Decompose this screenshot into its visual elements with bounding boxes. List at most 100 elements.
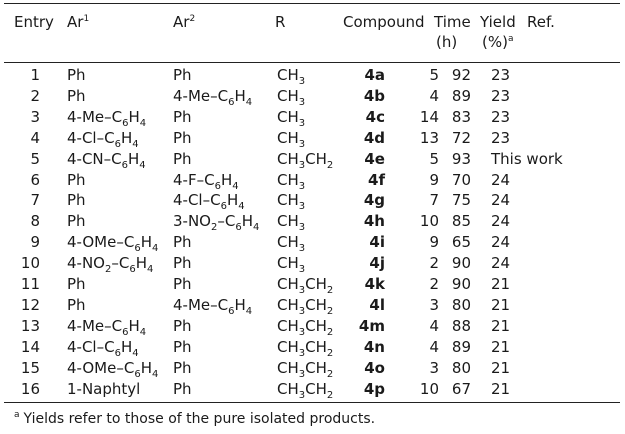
- compound-cell: 4p: [363, 379, 385, 398]
- time-cell: 10: [419, 379, 439, 398]
- ref-cell: This work: [491, 149, 563, 168]
- ar1-cell: 4-OMe–C6H4: [67, 358, 159, 380]
- r-cell: CH3: [277, 86, 306, 108]
- ref-cell: 24: [491, 212, 511, 231]
- ar1-cell: 4-Cl–C6H4: [67, 337, 139, 359]
- table-row: 15 4-OMe–C6H4 Ph CH3CH2 4o 3 80 21: [0, 358, 563, 380]
- yield-cell: 90: [451, 275, 471, 294]
- ar2-cell: Ph: [173, 316, 192, 335]
- time-cell: 4: [429, 86, 439, 105]
- ar2-cell: Ph: [173, 128, 192, 147]
- ar2-cell: 3-NO2–C6H4: [173, 212, 260, 234]
- time-cell: 9: [429, 170, 439, 189]
- ref-cell: 23: [491, 128, 511, 147]
- time-cell: 13: [419, 128, 439, 147]
- ar1-cell: 4-NO2–C6H4: [67, 254, 154, 276]
- table-row: 9 4-OMe–C6H4 Ph CH3 4i 9 65 24: [0, 232, 563, 255]
- ar2-cell: 4-Me–C6H4: [173, 86, 253, 108]
- ar2-cell: Ph: [173, 379, 192, 398]
- compound-cell: 4g: [363, 191, 385, 210]
- compound-cell: 4c: [365, 107, 385, 126]
- compound-cell: 4h: [363, 212, 385, 231]
- table-row: 16 1-Naphtyl Ph CH3CH2 4p 10 67 21: [0, 379, 563, 401]
- table-row: 12 Ph 4-Me–C6H4 CH3CH2 4l 3 80 21: [0, 295, 563, 317]
- entry-cell: 15: [20, 358, 40, 377]
- header-time: Time (h): [434, 13, 471, 51]
- header-r: R: [275, 13, 286, 31]
- table-bottom-rule: [4, 402, 620, 403]
- time-cell: 3: [429, 358, 439, 377]
- r-cell: CH3: [277, 170, 306, 192]
- time-cell: 3: [429, 295, 439, 314]
- compound-cell: 4f: [368, 170, 385, 189]
- ar1-cell: 4-Me–C6H4: [67, 107, 147, 129]
- time-cell: 4: [429, 316, 439, 335]
- table-row: 13 4-Me–C6H4 Ph CH3CH2 4m 4 88 21: [0, 316, 563, 338]
- entry-cell: 13: [20, 316, 40, 335]
- ar2-cell: Ph: [173, 254, 192, 273]
- yield-cell: 83: [451, 107, 471, 126]
- ar1-cell: 1-Naphtyl: [67, 379, 141, 398]
- table-row: 8 Ph 3-NO2–C6H4 CH3 4h 10 85 24: [0, 211, 563, 234]
- yield-cell: 70: [451, 170, 471, 189]
- ar2-cell: 4-Me–C6H4: [173, 295, 253, 317]
- entry-cell: 11: [20, 275, 40, 294]
- compound-cell: 4b: [363, 86, 385, 105]
- compound-cell: 4n: [363, 337, 385, 356]
- r-cell: CH3CH2: [277, 149, 334, 171]
- yield-cell: 80: [451, 295, 471, 314]
- ref-cell: 24: [491, 254, 511, 273]
- ref-cell: 24: [491, 170, 511, 189]
- ar1-cell: Ph: [67, 170, 86, 189]
- time-cell: 5: [429, 149, 439, 168]
- r-cell: CH3CH2: [277, 379, 334, 401]
- table-row: 3 4-Me–C6H4 Ph CH3 4c 14 83 23: [0, 107, 563, 129]
- ar2-cell: Ph: [173, 233, 192, 252]
- yield-cell: 90: [451, 254, 471, 273]
- yield-cell: 80: [451, 358, 471, 377]
- ar1-cell: Ph: [67, 295, 86, 314]
- compound-cell: 4d: [363, 128, 385, 147]
- compound-cell: 4i: [369, 233, 385, 252]
- results-table: 1 Ph Ph CH3 4a 5 92 23 2 Ph 4-Me–C6H4 CH3 4b 4 89 23 3 4-…: [0, 65, 563, 400]
- ar1-cell: 4-Cl–C6H4: [67, 128, 139, 150]
- ar2-cell: Ph: [173, 337, 192, 356]
- yield-cell: 93: [451, 149, 471, 168]
- time-cell: 14: [419, 107, 439, 126]
- table-row: 4 4-Cl–C6H4 Ph CH3 4d 13 72 23: [0, 128, 563, 150]
- compound-cell: 4a: [364, 66, 385, 84]
- ar2-cell: Ph: [173, 66, 192, 84]
- ref-cell: 21: [491, 295, 511, 314]
- ref-cell: 24: [491, 233, 511, 252]
- r-cell: CH3: [277, 66, 306, 87]
- entry-cell: 12: [20, 295, 40, 314]
- entry-cell: 2: [30, 86, 40, 105]
- header-ar1: Ar1: [67, 13, 90, 31]
- ar1-cell: 4-CN–C6H4: [67, 149, 146, 171]
- yield-cell: 75: [451, 191, 471, 210]
- ref-cell: 21: [491, 337, 511, 356]
- ref-cell: 21: [491, 379, 511, 398]
- ar1-cell: 4-Me–C6H4: [67, 316, 147, 338]
- header-compound: Compound: [343, 13, 425, 31]
- ar1-cell: Ph: [67, 66, 86, 84]
- ref-cell: 21: [491, 275, 511, 294]
- entry-cell: 4: [30, 128, 40, 147]
- time-cell: 4: [429, 337, 439, 356]
- yield-cell: 89: [451, 86, 471, 105]
- ref-cell: 23: [491, 107, 511, 126]
- time-cell: 2: [429, 254, 439, 273]
- ar2-cell: Ph: [173, 107, 192, 126]
- entry-cell: 10: [20, 254, 40, 273]
- yield-cell: 85: [451, 212, 471, 231]
- r-cell: CH3: [277, 212, 306, 234]
- entry-cell: 3: [30, 107, 40, 126]
- ar1-cell: 4-OMe–C6H4: [67, 233, 159, 255]
- yield-cell: 72: [451, 128, 471, 147]
- entry-cell: 6: [30, 170, 40, 189]
- ar1-cell: Ph: [67, 191, 86, 210]
- ref-cell: 23: [491, 66, 511, 84]
- table-row: 14 4-Cl–C6H4 Ph CH3CH2 4n 4 89 21: [0, 337, 563, 359]
- header-entry: Entry: [14, 13, 54, 31]
- table-footnote: a Yields refer to those of the pure isola…: [14, 410, 375, 428]
